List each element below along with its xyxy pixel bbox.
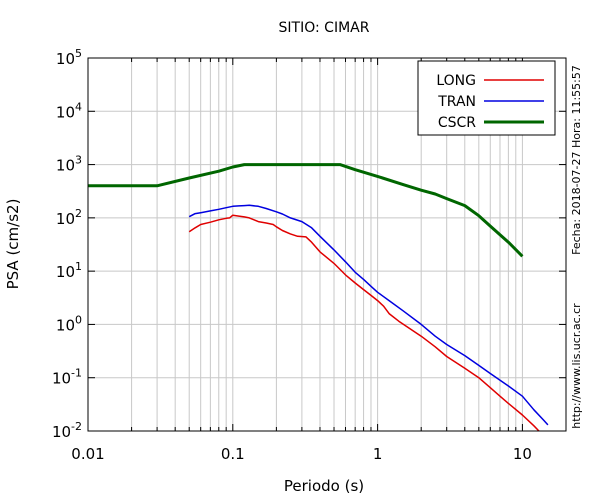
y-tick-label: 10-1 bbox=[52, 367, 82, 388]
x-tick-label: 0.01 bbox=[71, 445, 104, 463]
x-tick-labels: 0.01 0.1 1 10 bbox=[71, 445, 532, 463]
timestamp-annotation: Fecha: 2018-07-27 Hora: 11:55:57 bbox=[570, 65, 583, 255]
y-tick-label: 104 bbox=[56, 100, 82, 121]
series-line-cscr bbox=[88, 163, 524, 258]
plot-frame bbox=[87, 57, 567, 432]
x-tick-label: 0.1 bbox=[221, 445, 245, 463]
y-tick-label: 102 bbox=[56, 207, 82, 228]
y-tick-label: 10-2 bbox=[52, 420, 82, 441]
series-layer bbox=[88, 163, 549, 432]
legend-label-cscr: CSCR bbox=[438, 115, 476, 131]
x-tick-label: 10 bbox=[513, 445, 532, 463]
y-tick-labels: 10-2 10-1 100 101 102 103 104 105 bbox=[52, 47, 82, 441]
grid bbox=[87, 57, 567, 432]
x-axis-label: Periodo (s) bbox=[284, 477, 364, 495]
series-line-long bbox=[188, 214, 540, 432]
legend-label-long: LONG bbox=[436, 73, 476, 89]
chart-title: SITIO: CIMAR bbox=[279, 20, 370, 36]
x-tick-label: 1 bbox=[373, 445, 383, 463]
y-tick-label: 105 bbox=[56, 47, 82, 68]
tick-marks bbox=[87, 57, 567, 432]
series-line-tran bbox=[188, 204, 549, 426]
website-annotation: http://www.lis.ucr.ac.cr bbox=[570, 303, 583, 429]
y-axis-label: PSA (cm/s2) bbox=[4, 199, 22, 290]
y-tick-label: 100 bbox=[56, 313, 82, 334]
y-tick-label: 103 bbox=[56, 154, 82, 175]
legend-label-tran: TRAN bbox=[437, 94, 476, 110]
legend: LONG TRAN CSCR bbox=[417, 60, 556, 136]
y-tick-label: 101 bbox=[56, 260, 82, 281]
